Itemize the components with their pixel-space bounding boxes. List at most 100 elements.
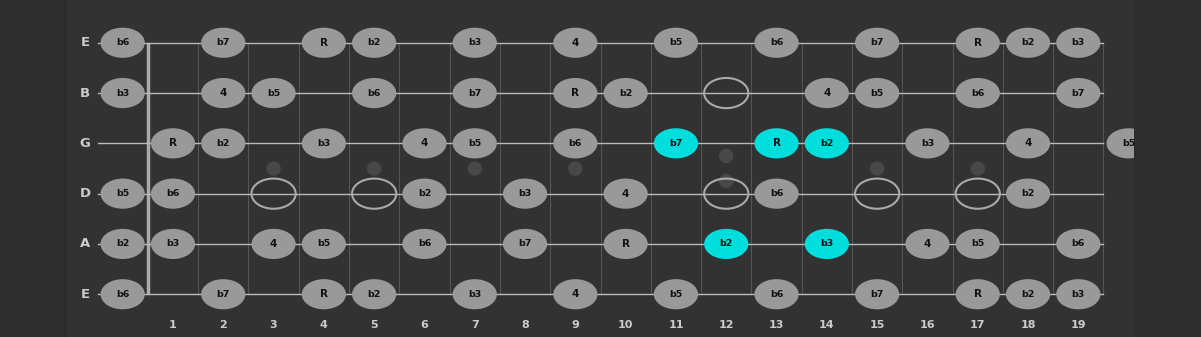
Ellipse shape bbox=[1006, 279, 1050, 309]
Text: b3: b3 bbox=[468, 290, 482, 299]
Ellipse shape bbox=[352, 28, 396, 58]
Ellipse shape bbox=[1056, 229, 1100, 259]
Text: b3: b3 bbox=[1071, 38, 1085, 47]
Text: 14: 14 bbox=[819, 320, 835, 331]
Text: b2: b2 bbox=[1021, 189, 1035, 198]
Ellipse shape bbox=[453, 128, 497, 158]
Text: b2: b2 bbox=[368, 38, 381, 47]
Ellipse shape bbox=[301, 128, 346, 158]
Text: b2: b2 bbox=[1021, 38, 1035, 47]
Text: b7: b7 bbox=[871, 38, 884, 47]
Text: b7: b7 bbox=[871, 290, 884, 299]
Ellipse shape bbox=[1056, 279, 1100, 309]
Ellipse shape bbox=[805, 128, 849, 158]
Ellipse shape bbox=[101, 78, 145, 108]
Text: 4: 4 bbox=[622, 189, 629, 198]
Ellipse shape bbox=[554, 279, 597, 309]
Text: b3: b3 bbox=[166, 240, 180, 248]
Ellipse shape bbox=[301, 28, 346, 58]
Text: R: R bbox=[169, 139, 177, 148]
Text: b5: b5 bbox=[669, 38, 682, 47]
Text: E: E bbox=[80, 36, 90, 49]
Text: 5: 5 bbox=[370, 320, 378, 331]
Text: 4: 4 bbox=[319, 320, 328, 331]
Ellipse shape bbox=[754, 179, 799, 209]
Ellipse shape bbox=[855, 279, 900, 309]
Text: b5: b5 bbox=[267, 89, 280, 97]
Ellipse shape bbox=[1106, 128, 1151, 158]
Text: b2: b2 bbox=[719, 240, 733, 248]
Ellipse shape bbox=[402, 179, 447, 209]
Text: b7: b7 bbox=[519, 240, 532, 248]
Text: 11: 11 bbox=[668, 320, 683, 331]
Text: 4: 4 bbox=[420, 139, 428, 148]
Text: 2: 2 bbox=[220, 320, 227, 331]
Text: b7: b7 bbox=[468, 89, 482, 97]
Text: b5: b5 bbox=[972, 240, 985, 248]
Text: 3: 3 bbox=[270, 320, 277, 331]
Text: D: D bbox=[79, 187, 90, 200]
Ellipse shape bbox=[201, 128, 245, 158]
Ellipse shape bbox=[352, 279, 396, 309]
Ellipse shape bbox=[101, 279, 145, 309]
Text: b6: b6 bbox=[116, 38, 130, 47]
Circle shape bbox=[468, 162, 482, 175]
Text: b6: b6 bbox=[770, 38, 783, 47]
Text: b6: b6 bbox=[418, 240, 431, 248]
Ellipse shape bbox=[201, 28, 245, 58]
Text: 4: 4 bbox=[924, 239, 931, 249]
Text: b2: b2 bbox=[820, 139, 833, 148]
Ellipse shape bbox=[604, 229, 647, 259]
Circle shape bbox=[972, 162, 985, 175]
Ellipse shape bbox=[805, 78, 849, 108]
Ellipse shape bbox=[201, 78, 245, 108]
Text: 12: 12 bbox=[718, 320, 734, 331]
Ellipse shape bbox=[906, 128, 950, 158]
Text: 15: 15 bbox=[870, 320, 885, 331]
Ellipse shape bbox=[604, 179, 647, 209]
Text: b2: b2 bbox=[1021, 290, 1035, 299]
Ellipse shape bbox=[554, 28, 597, 58]
Text: b6: b6 bbox=[568, 139, 582, 148]
Text: G: G bbox=[79, 137, 90, 150]
Text: b2: b2 bbox=[216, 139, 229, 148]
Text: R: R bbox=[974, 289, 981, 299]
Ellipse shape bbox=[1006, 179, 1050, 209]
Ellipse shape bbox=[101, 229, 145, 259]
Circle shape bbox=[569, 162, 582, 175]
Ellipse shape bbox=[1056, 28, 1100, 58]
Ellipse shape bbox=[956, 229, 1000, 259]
Text: b7: b7 bbox=[1071, 89, 1085, 97]
Ellipse shape bbox=[906, 229, 950, 259]
Ellipse shape bbox=[855, 28, 900, 58]
Ellipse shape bbox=[754, 28, 799, 58]
Ellipse shape bbox=[805, 229, 849, 259]
Ellipse shape bbox=[956, 279, 1000, 309]
Text: b3: b3 bbox=[317, 139, 330, 148]
Ellipse shape bbox=[653, 279, 698, 309]
Ellipse shape bbox=[151, 128, 195, 158]
Text: 4: 4 bbox=[572, 38, 579, 48]
Text: b3: b3 bbox=[468, 38, 482, 47]
Circle shape bbox=[368, 162, 381, 175]
Text: R: R bbox=[572, 88, 579, 98]
Text: 6: 6 bbox=[420, 320, 429, 331]
Text: b3: b3 bbox=[820, 240, 833, 248]
Ellipse shape bbox=[754, 279, 799, 309]
Text: b5: b5 bbox=[116, 189, 130, 198]
Text: 16: 16 bbox=[920, 320, 936, 331]
Text: b6: b6 bbox=[368, 89, 381, 97]
Ellipse shape bbox=[503, 179, 548, 209]
Text: 4: 4 bbox=[823, 88, 831, 98]
Text: b2: b2 bbox=[418, 189, 431, 198]
Text: b5: b5 bbox=[317, 240, 330, 248]
Text: b7: b7 bbox=[669, 139, 682, 148]
Ellipse shape bbox=[554, 78, 597, 108]
Ellipse shape bbox=[201, 279, 245, 309]
Ellipse shape bbox=[251, 78, 295, 108]
Ellipse shape bbox=[301, 229, 346, 259]
Ellipse shape bbox=[402, 128, 447, 158]
Text: b2: b2 bbox=[116, 240, 130, 248]
Ellipse shape bbox=[151, 229, 195, 259]
Text: R: R bbox=[622, 239, 629, 249]
